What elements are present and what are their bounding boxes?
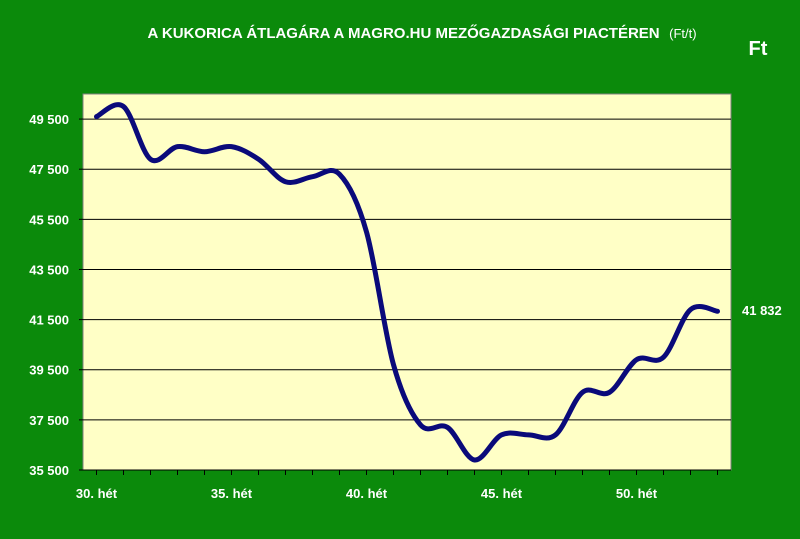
series-line (94, 102, 720, 463)
last-value-label: 41 832 (742, 303, 782, 318)
plot-area (82, 93, 732, 471)
grid-lines (83, 118, 731, 471)
x-tick-label: 35. hét (211, 486, 253, 501)
y-tick-label: 41 500 (29, 313, 69, 328)
chart-title: A KUKORICA ÁTLAGÁRA A MAGRO.HU MEZŐGAZDA… (147, 24, 696, 42)
chart-title-unit: (Ft/t) (669, 26, 696, 41)
x-axis-ticks: 30. hét 35. hét 40. hét 45. hét 50. hét (76, 470, 718, 501)
y-tick-label: 35 500 (29, 463, 69, 478)
y-tick-label: 43 500 (29, 262, 69, 277)
y-axis-unit: Ft (749, 38, 768, 60)
x-tick-label: 45. hét (481, 486, 523, 501)
y-tick-label: 39 500 (29, 363, 69, 378)
x-tick-label: 40. hét (346, 486, 388, 501)
x-tick-label: 50. hét (616, 486, 658, 501)
x-tick-label: 30. hét (76, 486, 118, 501)
y-axis-ticks: 35 500 37 500 39 500 41 500 43 500 45 500 47 5… (29, 112, 83, 478)
chart-title-main: A KUKORICA ÁTLAGÁRA A MAGRO.HU MEZŐGAZDA… (147, 24, 659, 42)
y-tick-label: 47 500 (29, 162, 69, 177)
y-tick-label: 49 500 (29, 112, 69, 127)
y-tick-label: 37 500 (29, 413, 69, 428)
y-tick-label: 45 500 (29, 212, 69, 227)
